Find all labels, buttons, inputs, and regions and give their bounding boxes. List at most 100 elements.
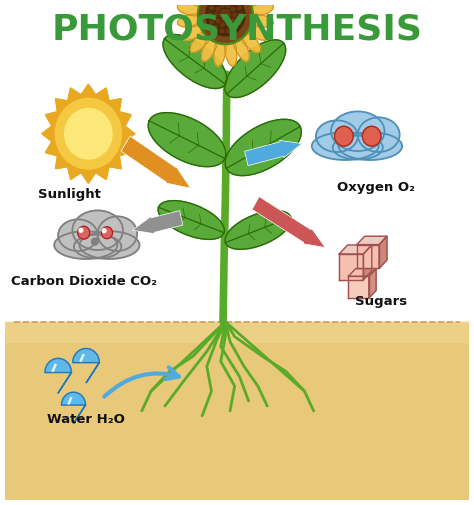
Polygon shape: [348, 276, 369, 298]
Circle shape: [335, 126, 353, 146]
Circle shape: [91, 238, 98, 245]
Ellipse shape: [331, 112, 384, 151]
Circle shape: [363, 126, 381, 146]
Polygon shape: [339, 245, 372, 254]
Ellipse shape: [224, 34, 237, 66]
Circle shape: [222, 16, 226, 20]
Circle shape: [227, 0, 231, 1]
Ellipse shape: [73, 211, 123, 250]
Ellipse shape: [190, 28, 213, 53]
Text: PHOTOSYNTHESIS: PHOTOSYNTHESIS: [52, 13, 422, 46]
Ellipse shape: [54, 231, 118, 259]
Circle shape: [233, 26, 237, 30]
Polygon shape: [5, 322, 469, 500]
Circle shape: [210, 20, 213, 24]
Polygon shape: [339, 254, 364, 280]
Ellipse shape: [312, 132, 379, 160]
Circle shape: [237, 6, 241, 10]
Polygon shape: [252, 196, 325, 247]
Polygon shape: [369, 269, 376, 298]
Circle shape: [200, 0, 251, 42]
Polygon shape: [132, 211, 183, 234]
Ellipse shape: [177, 3, 207, 16]
Circle shape: [102, 229, 106, 233]
Ellipse shape: [241, 22, 269, 40]
Circle shape: [214, 0, 218, 4]
Polygon shape: [225, 211, 291, 249]
Ellipse shape: [80, 231, 139, 259]
Circle shape: [231, 19, 235, 23]
Polygon shape: [379, 236, 387, 268]
Text: Oxygen O₂: Oxygen O₂: [337, 181, 415, 194]
Circle shape: [216, 19, 220, 23]
Polygon shape: [62, 392, 85, 424]
Polygon shape: [357, 244, 379, 268]
Text: Sugars: Sugars: [355, 294, 407, 308]
Circle shape: [208, 13, 212, 17]
Ellipse shape: [201, 32, 219, 61]
Polygon shape: [245, 140, 302, 166]
Text: Carbon Dioxide CO₂: Carbon Dioxide CO₂: [11, 275, 157, 288]
Polygon shape: [357, 236, 387, 244]
Circle shape: [216, 7, 220, 11]
Circle shape: [239, 13, 243, 17]
Circle shape: [221, 22, 224, 26]
Polygon shape: [225, 40, 286, 97]
Ellipse shape: [190, 0, 213, 2]
Circle shape: [231, 7, 235, 11]
Circle shape: [225, 16, 229, 20]
Ellipse shape: [177, 14, 207, 27]
Text: Water H₂O: Water H₂O: [47, 413, 125, 426]
Ellipse shape: [237, 0, 261, 2]
Ellipse shape: [244, 14, 273, 27]
Circle shape: [206, 0, 245, 36]
Circle shape: [220, 0, 224, 1]
Ellipse shape: [338, 132, 402, 160]
Circle shape: [233, 13, 237, 17]
Polygon shape: [45, 359, 72, 393]
Ellipse shape: [74, 235, 121, 259]
Polygon shape: [121, 136, 191, 188]
Circle shape: [198, 0, 253, 44]
Polygon shape: [73, 348, 99, 383]
Ellipse shape: [182, 0, 210, 8]
Ellipse shape: [58, 219, 98, 251]
Polygon shape: [5, 322, 469, 341]
Circle shape: [101, 227, 112, 239]
Circle shape: [233, 0, 237, 4]
Circle shape: [64, 109, 112, 159]
Polygon shape: [364, 245, 372, 280]
Circle shape: [220, 13, 224, 17]
Circle shape: [222, 10, 226, 14]
Ellipse shape: [98, 216, 137, 251]
Ellipse shape: [237, 28, 261, 53]
Polygon shape: [225, 119, 301, 176]
Circle shape: [214, 13, 218, 17]
Ellipse shape: [182, 22, 210, 40]
Circle shape: [227, 29, 231, 33]
Polygon shape: [148, 113, 226, 167]
Circle shape: [214, 26, 218, 30]
Ellipse shape: [232, 32, 249, 61]
Ellipse shape: [244, 3, 273, 16]
Polygon shape: [163, 34, 227, 88]
Circle shape: [79, 228, 83, 232]
Circle shape: [78, 226, 90, 239]
Ellipse shape: [358, 117, 400, 152]
Circle shape: [210, 6, 213, 10]
Polygon shape: [158, 200, 224, 239]
Ellipse shape: [316, 120, 358, 152]
Circle shape: [227, 22, 230, 26]
Circle shape: [227, 13, 231, 17]
Circle shape: [225, 10, 229, 14]
Ellipse shape: [214, 34, 227, 66]
Circle shape: [54, 96, 123, 171]
Polygon shape: [42, 84, 135, 183]
Circle shape: [227, 4, 230, 8]
Circle shape: [220, 29, 224, 33]
Ellipse shape: [241, 0, 269, 8]
Circle shape: [221, 4, 224, 8]
Ellipse shape: [333, 136, 383, 160]
Polygon shape: [348, 269, 376, 276]
Text: Sunlight: Sunlight: [38, 188, 101, 201]
